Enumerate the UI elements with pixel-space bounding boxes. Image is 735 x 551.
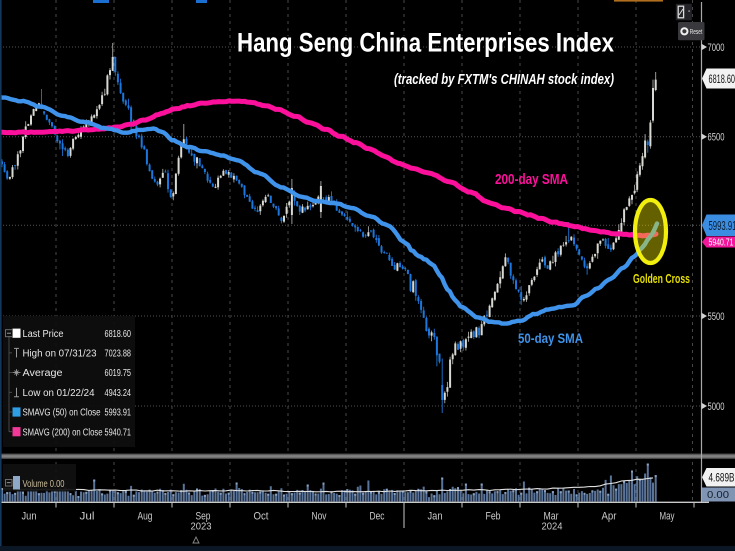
svg-text:5993.91: 5993.91 (105, 408, 132, 419)
svg-text:Jan: Jan (428, 511, 443, 523)
svg-text:6019.75: 6019.75 (105, 368, 132, 379)
svg-text:Aug: Aug (138, 511, 153, 523)
svg-text:(tracked by FXTM's CHINAH stoc: (tracked by FXTM's CHINAH stock index) (394, 72, 614, 88)
svg-text:Oct: Oct (254, 511, 269, 523)
svg-text:Golden Cross: Golden Cross (633, 271, 690, 286)
svg-text:200-day SMA: 200-day SMA (495, 172, 568, 188)
svg-text:5940.71: 5940.71 (105, 427, 132, 438)
svg-text:2024: 2024 (542, 521, 563, 533)
svg-text:Jun: Jun (22, 511, 37, 523)
svg-text:Average: Average (23, 368, 63, 379)
svg-text:6818.60: 6818.60 (709, 72, 735, 86)
svg-text:2023: 2023 (191, 521, 212, 533)
svg-text:Last Price: Last Price (23, 329, 64, 340)
svg-text:Dec: Dec (370, 511, 385, 523)
svg-text:Reset: Reset (690, 27, 703, 36)
svg-text:5993.91: 5993.91 (709, 218, 735, 233)
svg-text:7000: 7000 (708, 42, 725, 54)
svg-text:Volume 0.00: Volume 0.00 (23, 478, 65, 490)
svg-text:Sep: Sep (196, 511, 211, 523)
svg-text:High on 07/31/23: High on 07/31/23 (23, 349, 97, 360)
svg-text:4943.24: 4943.24 (105, 388, 132, 399)
svg-text:50-day SMA: 50-day SMA (518, 331, 583, 346)
svg-text:Feb: Feb (486, 511, 501, 523)
svg-text:0.00: 0.00 (707, 489, 729, 501)
svg-text:Nov: Nov (312, 511, 327, 523)
svg-text:6500: 6500 (708, 132, 725, 144)
svg-text:5000: 5000 (708, 401, 725, 413)
svg-text:Jul: Jul (80, 511, 95, 523)
svg-text:SMAVG (50) on Close: SMAVG (50) on Close (23, 408, 101, 419)
svg-text:Low on 01/22/24: Low on 01/22/24 (23, 388, 95, 399)
svg-text:May: May (660, 511, 675, 523)
svg-text:7023.88: 7023.88 (105, 349, 132, 360)
svg-text:4.689B: 4.689B (709, 472, 735, 484)
svg-text:Mar: Mar (544, 511, 559, 523)
svg-text:5940.71: 5940.71 (709, 238, 734, 249)
svg-text:SMAVG (200) on Close: SMAVG (200) on Close (23, 427, 103, 438)
svg-text:Hang Seng China Enterprises In: Hang Seng China Enterprises Index (237, 28, 614, 58)
svg-text:5500: 5500 (708, 311, 725, 323)
svg-text:Apr: Apr (602, 511, 617, 523)
svg-text:6818.60: 6818.60 (105, 329, 132, 340)
